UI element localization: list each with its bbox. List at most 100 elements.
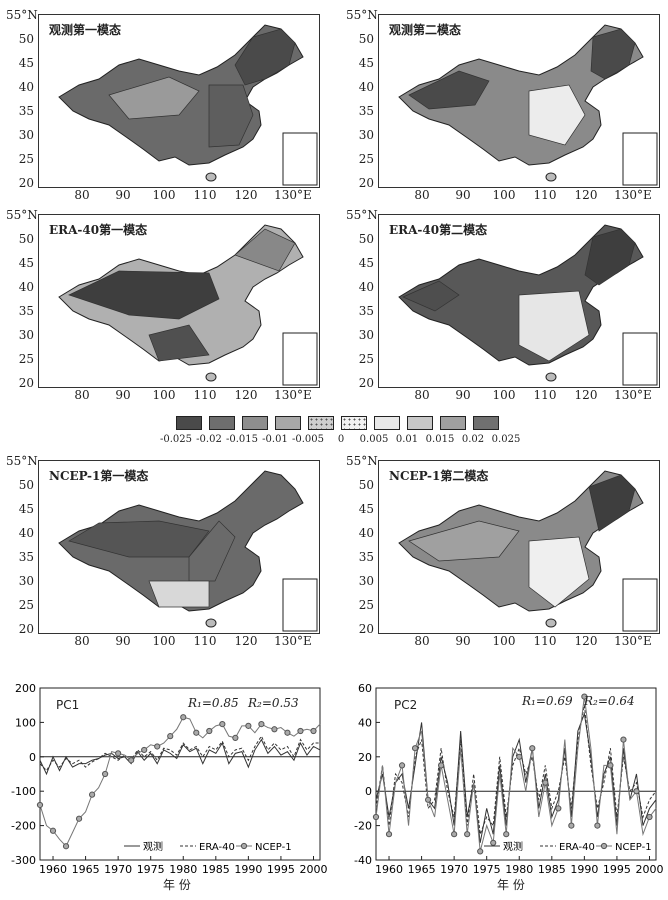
y-tick-label: 0: [365, 785, 372, 798]
colorbar-label: -0.015: [225, 434, 258, 445]
series-point: [36, 801, 44, 809]
lon-tick-label: 130°E: [614, 634, 652, 648]
lat-tick-label: 30: [358, 328, 374, 342]
x-tick-label: 1965: [408, 863, 436, 876]
lat-tick-label: 45: [18, 56, 34, 70]
colorbar-swatch: [374, 416, 400, 430]
lat-tick-label: 55°N: [346, 454, 378, 468]
lat-tick-label: 40: [358, 526, 374, 540]
lat-tick-label: 45: [18, 256, 34, 270]
y-tick-label: 0: [29, 751, 36, 764]
pc1-r1: R₁=0.85: [188, 696, 239, 710]
lat-tick-label: 45: [358, 256, 374, 270]
x-tick-label: 1990: [570, 863, 598, 876]
series-line: [375, 696, 657, 852]
lat-tick-label: 55°N: [6, 454, 38, 468]
series-point: [581, 693, 588, 700]
lat-tick-label: 20: [358, 176, 374, 190]
lon-tick-label: 120: [574, 188, 598, 202]
y-tick-label: -100: [11, 785, 36, 798]
pc2-xlabel: 年 份: [497, 878, 525, 892]
colorbar-label: 0.025: [491, 434, 521, 445]
lat-tick-label: 25: [358, 598, 374, 612]
colorbar-label: 0.01: [395, 434, 419, 445]
lon-tick-label: 120: [574, 634, 598, 648]
lon-tick-label: 80: [74, 388, 90, 402]
map-drawing: [58, 224, 318, 386]
lon-tick-label: 100: [152, 388, 176, 402]
series-point: [167, 733, 174, 740]
map-panel-6: NCEP-1第二模态: [378, 460, 660, 634]
series-point: [451, 831, 458, 838]
lat-tick-label: 20: [18, 376, 34, 390]
series-line: [39, 735, 320, 772]
pc1-title: PC1: [56, 698, 80, 712]
y-tick-label: -20: [354, 820, 372, 833]
lat-tick-label: 55°N: [6, 208, 38, 222]
south-sea-inset: [622, 332, 658, 386]
lat-tick-label: 30: [18, 128, 34, 142]
legend-label: 观测: [143, 840, 163, 853]
lon-tick-label: 110: [533, 388, 557, 402]
series-point: [607, 762, 614, 769]
colorbar-swatch: [209, 416, 235, 430]
lat-tick-label: 20: [358, 376, 374, 390]
series-line: [39, 738, 321, 776]
x-tick-label: 1985: [202, 863, 230, 876]
y-tick-label: -40: [354, 854, 372, 867]
lon-tick-label: 120: [234, 388, 258, 402]
contour-region: [584, 228, 636, 286]
series-point: [477, 848, 484, 855]
lon-tick-label: 100: [492, 388, 516, 402]
lat-tick-label: 55°N: [6, 8, 38, 22]
legend-label: ERA-40: [559, 842, 595, 853]
lat-tick-label: 20: [18, 622, 34, 636]
lat-tick-label: 45: [18, 502, 34, 516]
series-point: [258, 721, 265, 728]
contour-region: [408, 70, 490, 110]
lon-tick-label: 90: [115, 634, 131, 648]
pc2-r1: R₁=0.69: [522, 694, 573, 708]
series-point: [646, 813, 653, 821]
contour-region: [148, 580, 210, 608]
lon-tick-label: 90: [455, 634, 471, 648]
colorbar-label: -0.01: [262, 434, 288, 445]
lon-tick-label: 130°E: [614, 388, 652, 402]
south-sea-inset: [282, 578, 318, 632]
colorbar-label: -0.005: [291, 434, 324, 445]
lon-tick-label: 80: [414, 188, 430, 202]
lat-tick-label: 50: [18, 478, 34, 492]
x-tick-label: 1995: [267, 863, 295, 876]
contour-region: [528, 84, 586, 146]
map-panel-4: ERA-40第二模态: [378, 214, 660, 388]
contour-region: [208, 84, 254, 148]
hainan-island: [205, 372, 217, 382]
lon-tick-label: 110: [193, 388, 217, 402]
series-point: [542, 779, 549, 786]
legend-label: ERA-40: [199, 842, 235, 853]
lat-tick-label: 35: [18, 304, 34, 318]
map-drawing: [398, 470, 658, 632]
lat-tick-label: 35: [18, 550, 34, 564]
lon-tick-label: 80: [74, 634, 90, 648]
colorbar-swatch: [341, 416, 367, 430]
colorbar-label: 0.015: [425, 434, 455, 445]
map-panel-3: ERA-40第一模态: [38, 214, 320, 388]
contour-region: [148, 324, 210, 362]
lon-tick-label: 80: [414, 388, 430, 402]
lon-tick-label: 130°E: [274, 388, 312, 402]
series-point: [245, 722, 252, 729]
lon-tick-label: 100: [492, 634, 516, 648]
colorbar-label: 0.02: [461, 434, 485, 445]
lat-tick-label: 40: [18, 80, 34, 94]
x-tick-label: 1985: [538, 863, 566, 876]
series-line: [39, 716, 321, 848]
series-point: [219, 721, 226, 728]
series-point: [297, 727, 304, 735]
contour-region: [408, 520, 520, 562]
lon-tick-label: 100: [492, 188, 516, 202]
map-drawing: [58, 24, 318, 186]
x-tick-label: 1960: [375, 863, 403, 876]
contour-region: [588, 474, 636, 532]
